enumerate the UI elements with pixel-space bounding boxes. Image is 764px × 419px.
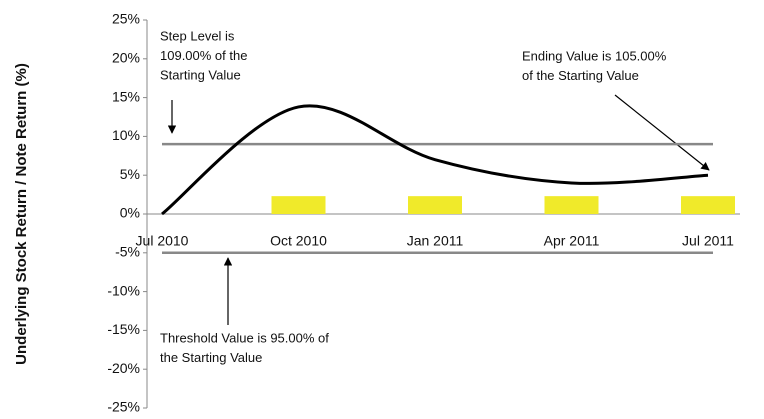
y-tick-label: 15% xyxy=(112,88,140,104)
y-tick-label: -15% xyxy=(107,321,140,337)
y-tick-label: 5% xyxy=(120,166,140,182)
x-tick-label: Jul 2011 xyxy=(682,233,734,249)
x-tick-label: Apr 2011 xyxy=(544,233,600,249)
bar xyxy=(681,196,735,214)
y-tick-label: 20% xyxy=(112,50,140,66)
x-tick-label: Oct 2010 xyxy=(270,233,327,249)
y-axis-label: Underlying Stock Return / Note Return (%… xyxy=(13,63,30,365)
y-tick-label: 0% xyxy=(120,205,140,221)
bar xyxy=(544,196,599,214)
annotation: of the Starting Value xyxy=(522,68,639,83)
bar xyxy=(408,196,462,214)
annotation: Ending Value is 105.00% xyxy=(522,48,667,63)
y-tick-label: -25% xyxy=(107,399,140,415)
line xyxy=(161,104,709,216)
x-tick-label: Jan 2011 xyxy=(407,233,464,249)
y-tick-label: 10% xyxy=(112,127,140,143)
arrow xyxy=(614,94,710,171)
x-tick-label: Jul 2010 xyxy=(136,233,189,249)
y-tick-label: -20% xyxy=(107,360,140,376)
annotation: Starting Value xyxy=(160,67,241,82)
annotation: Threshold Value is 95.00% of xyxy=(160,330,329,345)
y-tick-label: -10% xyxy=(107,282,140,298)
y-tick-label: 25% xyxy=(112,11,140,27)
annotation: Step Level is xyxy=(160,28,235,43)
annotation: the Starting Value xyxy=(160,350,262,365)
annotation: 109.00% of the xyxy=(160,48,247,63)
y-tick-label: -5% xyxy=(115,244,140,260)
bar xyxy=(271,196,326,214)
